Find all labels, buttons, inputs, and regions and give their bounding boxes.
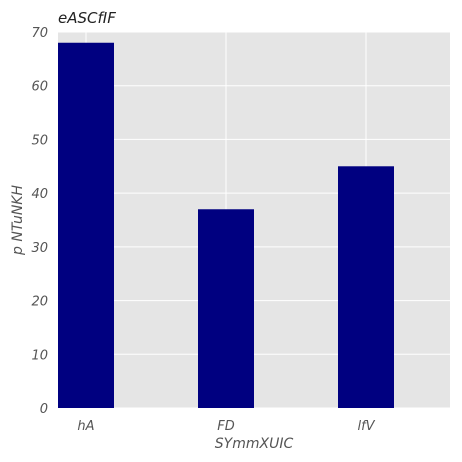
x-axis-label: SYmmXUIC <box>215 436 294 452</box>
y-tick-label: 30 <box>31 241 48 256</box>
y-tick-label: 20 <box>31 295 48 310</box>
bars <box>58 42 394 408</box>
chart-title: eASCfIF <box>58 9 116 27</box>
y-axis-ticks: 0 10 20 30 40 50 60 70 <box>31 26 48 417</box>
y-tick-label: 50 <box>31 133 48 148</box>
x-axis-ticks: hA FD lfV <box>77 419 375 434</box>
x-tick-label: FD <box>217 419 235 434</box>
y-tick-label: 10 <box>31 348 48 363</box>
y-tick-label: 70 <box>31 26 48 41</box>
y-tick-label: 40 <box>31 187 48 202</box>
y-tick-label: 0 <box>40 402 48 417</box>
y-tick-label: 60 <box>31 80 48 95</box>
bar-hA <box>58 42 114 408</box>
bar-FD <box>198 209 254 408</box>
x-tick-label: lfV <box>357 419 375 434</box>
x-tick-label: hA <box>77 419 94 434</box>
bar-lfV <box>338 166 394 408</box>
y-axis-label: p NTuNKH <box>10 185 26 256</box>
